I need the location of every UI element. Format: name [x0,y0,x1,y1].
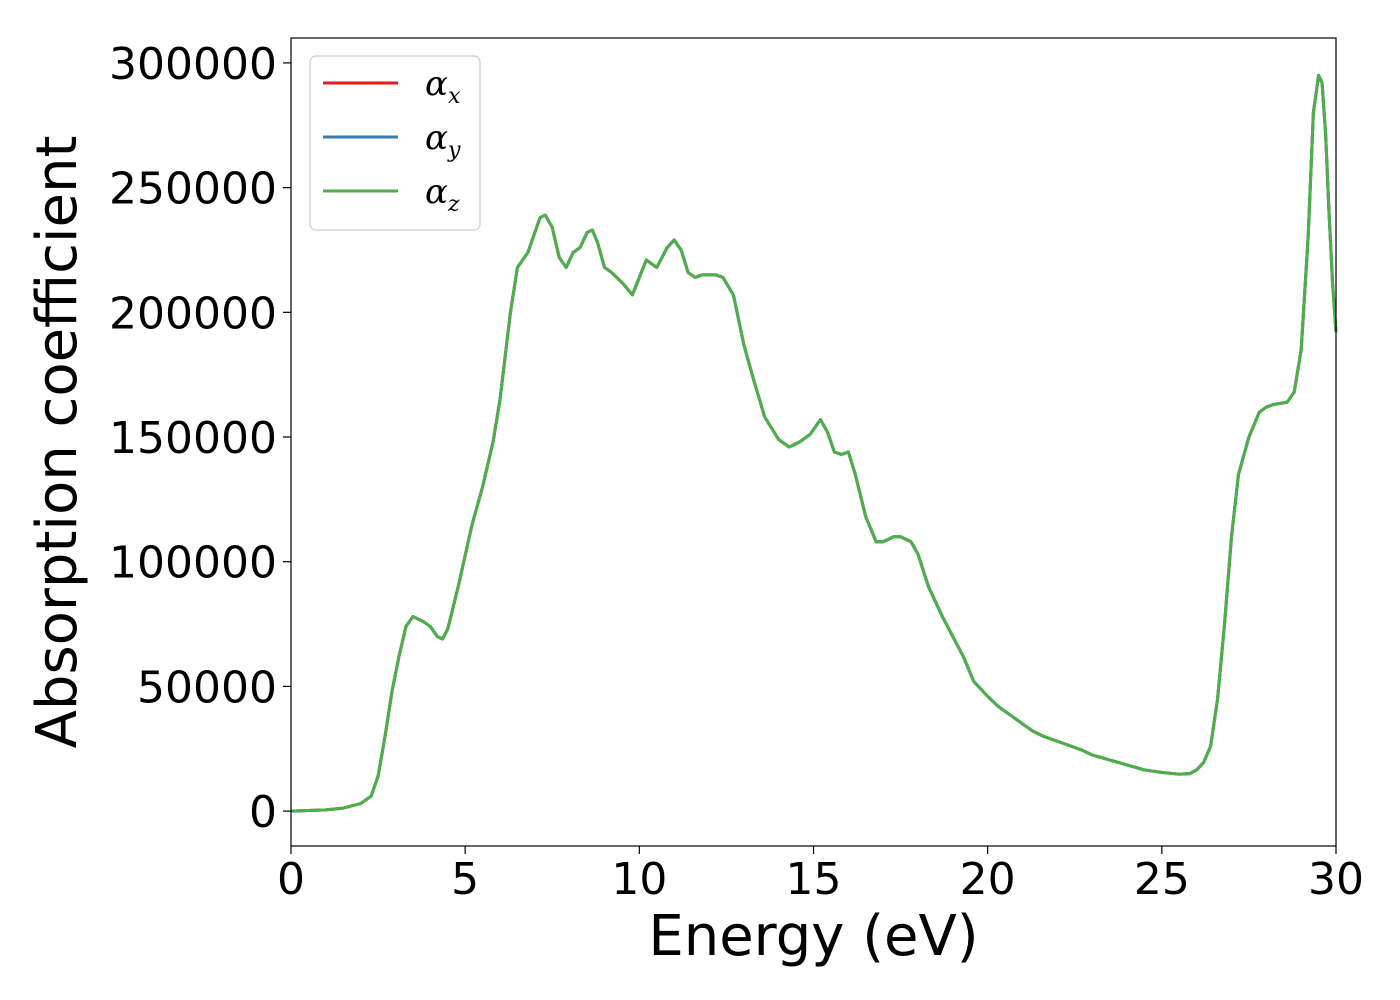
x-tick-label: 0 [277,854,305,905]
x-tick-label: 20 [960,854,1016,905]
y-axis-ticks: 0 50000 100000 150000 200000 250000 300000 [109,39,291,838]
y-tick-label: 100000 [109,538,277,589]
y-tick-label: 300000 [109,39,277,90]
legend-subscript: z [447,192,460,217]
series-lines [290,73,1338,813]
series-line-2 [290,73,1338,813]
legend-label-x: αx [425,64,461,109]
x-tick-label: 30 [1308,854,1364,905]
y-tick-label: 250000 [109,164,277,215]
x-tick-label: 25 [1134,854,1190,905]
y-tick-label: 150000 [109,413,277,464]
x-tick-label: 15 [786,854,842,905]
legend-symbol: α [425,172,448,212]
legend-label-z: αz [425,172,460,217]
x-tick-label: 5 [451,854,479,905]
y-tick-label: 200000 [109,288,277,339]
y-tick-label: 0 [249,787,277,838]
y-axis-title: Absorption coefficient [25,136,90,749]
legend-symbol: α [425,64,448,104]
legend-symbol: α [425,118,448,158]
y-tick-label: 50000 [137,662,277,713]
legend-label-y: αy [425,118,461,163]
legend-subscript: x [448,84,461,109]
x-axis-title: Energy (eV) [648,904,978,969]
x-tick-label: 10 [611,854,667,905]
x-axis-ticks: 0 5 10 15 20 25 30 [277,846,1364,905]
legend-subscript: y [447,138,461,163]
legend-box [309,55,481,231]
